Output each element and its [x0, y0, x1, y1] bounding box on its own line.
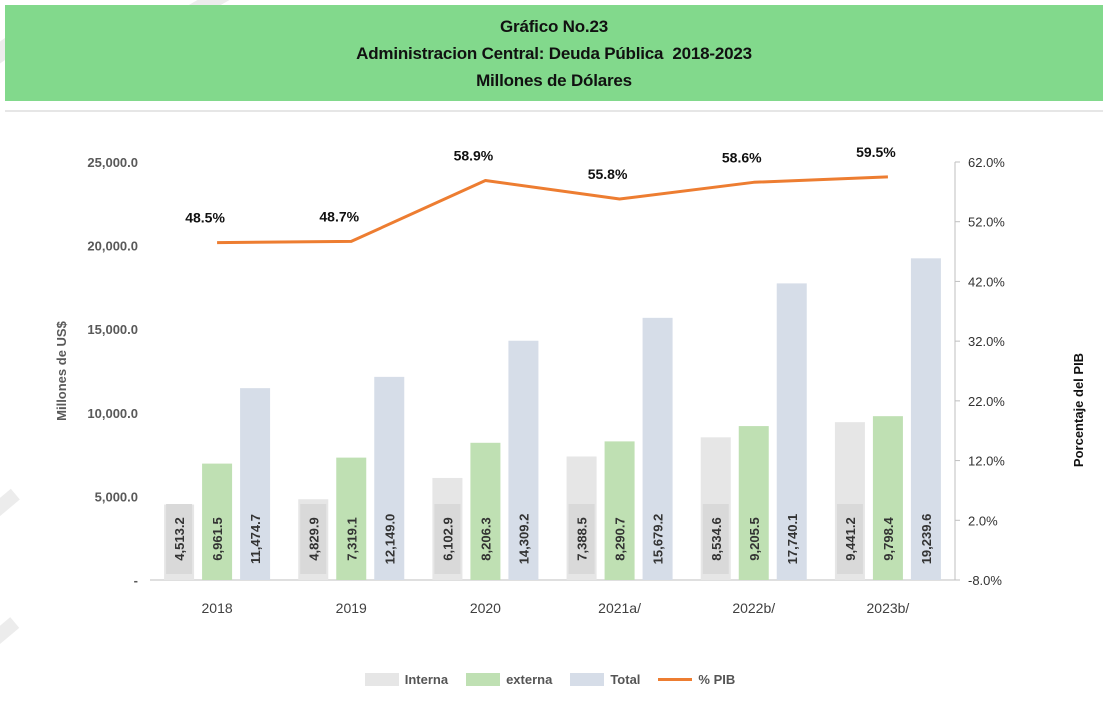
bar-data-label: 8,290.7 [613, 517, 628, 560]
bar-data-label: 15,679.2 [651, 514, 666, 565]
bar-data-label: 14,309.2 [516, 514, 531, 565]
y2-tick-label: 42.0% [968, 274, 1005, 289]
x-tick-label: 2019 [336, 600, 367, 616]
y-tick-label: 15,000.0 [87, 322, 138, 337]
data-label-box [434, 504, 461, 574]
legend-item: % PIB [658, 672, 735, 687]
y2-axis-title: Porcentaje del PIB [1071, 353, 1086, 467]
pib-data-label: 59.5% [856, 144, 896, 160]
bar-total [508, 340, 539, 580]
chart-header: Gráfico No.23 Administracion Central: De… [5, 5, 1103, 101]
legend-item: Total [570, 672, 640, 687]
bar-data-label: 7,319.1 [344, 517, 359, 560]
bar-externa [738, 426, 769, 580]
data-label-box [300, 504, 327, 574]
bar-data-label: 12,149.0 [382, 514, 397, 565]
bar-data-label: 4,513.2 [172, 517, 187, 560]
legend-swatch [466, 673, 501, 686]
bar-data-label: 6,961.5 [210, 517, 225, 560]
header-divider [5, 110, 1103, 112]
y-tick-label: 20,000.0 [87, 239, 138, 254]
bar-total [642, 317, 673, 580]
x-tick-label: 2018 [202, 600, 233, 616]
x-tick-label: 2022b/ [732, 600, 775, 616]
bar-data-label: 17,740.1 [785, 514, 800, 565]
bar-total [240, 388, 271, 580]
y-tick-label: 10,000.0 [87, 406, 138, 421]
bar-externa [336, 457, 367, 580]
legend-swatch [570, 673, 605, 686]
bar-data-label: 11,474.7 [248, 514, 263, 564]
bar-total [910, 258, 941, 580]
chart-subtitle: Millones de Dólares [476, 70, 632, 90]
pib-data-label: 58.6% [722, 149, 762, 165]
y2-tick-label: 62.0% [968, 155, 1005, 170]
y-tick-label: 5,000.0 [95, 489, 138, 504]
chart-legend: Interna externa Total % PIB [0, 672, 1110, 687]
legend-label: Interna [404, 672, 449, 687]
bar-externa [604, 441, 635, 580]
pib-data-label: 48.5% [185, 210, 225, 226]
bar-data-label: 7,388.5 [575, 517, 590, 560]
data-label-box [836, 504, 863, 574]
chart-number: Gráfico No.23 [500, 16, 608, 36]
bar-data-label: 8,206.3 [478, 517, 493, 560]
debt-chart: - 5,000.0 10,000.0 15,000.0 20,000.0 25,000.0… [54, 144, 1086, 616]
legend-swatch [364, 673, 399, 686]
bar-total [776, 283, 807, 580]
bar-data-label: 9,205.5 [747, 517, 762, 560]
data-label-box [568, 504, 595, 574]
y-tick-label: - [134, 573, 138, 588]
bar-data-label: 19,239.6 [919, 514, 934, 565]
legend-item: externa [466, 672, 552, 687]
bar-data-label: 6,102.9 [440, 517, 455, 560]
legend-item: Interna [364, 672, 449, 687]
data-label-box [166, 504, 193, 574]
y2-tick-label: -8.0% [968, 573, 1002, 588]
bar-data-label: 9,798.4 [881, 517, 896, 561]
x-tick-label: 2020 [470, 600, 501, 616]
legend-label: externa [506, 672, 553, 687]
pib-line [217, 175, 888, 245]
y2-tick-label: 22.0% [968, 394, 1005, 409]
y-axis-title: Millones de US$ [54, 320, 69, 420]
legend-label: % PIB [698, 672, 736, 687]
pib-data-label: 55.8% [588, 166, 628, 182]
legend-swatch [658, 678, 693, 681]
bar-data-label: 9,441.2 [843, 517, 858, 560]
data-label-box [702, 504, 729, 574]
y2-tick-label: 12.0% [968, 454, 1005, 469]
y2-tick-label: 2.0% [968, 513, 998, 528]
pib-data-label: 48.7% [319, 208, 359, 224]
bar-data-label: 8,534.6 [709, 517, 724, 560]
legend-label: Total [610, 672, 641, 687]
bar-externa [470, 442, 501, 580]
y2-tick-label: 52.0% [968, 215, 1005, 230]
bar-total [374, 376, 405, 580]
bar-externa [872, 416, 903, 580]
y2-tick-label: 32.0% [968, 334, 1005, 349]
pib-data-label: 58.9% [454, 148, 494, 164]
x-tick-label: 2023b/ [867, 600, 910, 616]
bar-data-label: 4,829.9 [306, 517, 321, 560]
bar-externa [202, 463, 233, 580]
x-tick-label: 2021a/ [598, 600, 641, 616]
chart-title: Administracion Central: Deuda Pública 20… [356, 43, 752, 63]
y-tick-label: 25,000.0 [87, 155, 138, 170]
